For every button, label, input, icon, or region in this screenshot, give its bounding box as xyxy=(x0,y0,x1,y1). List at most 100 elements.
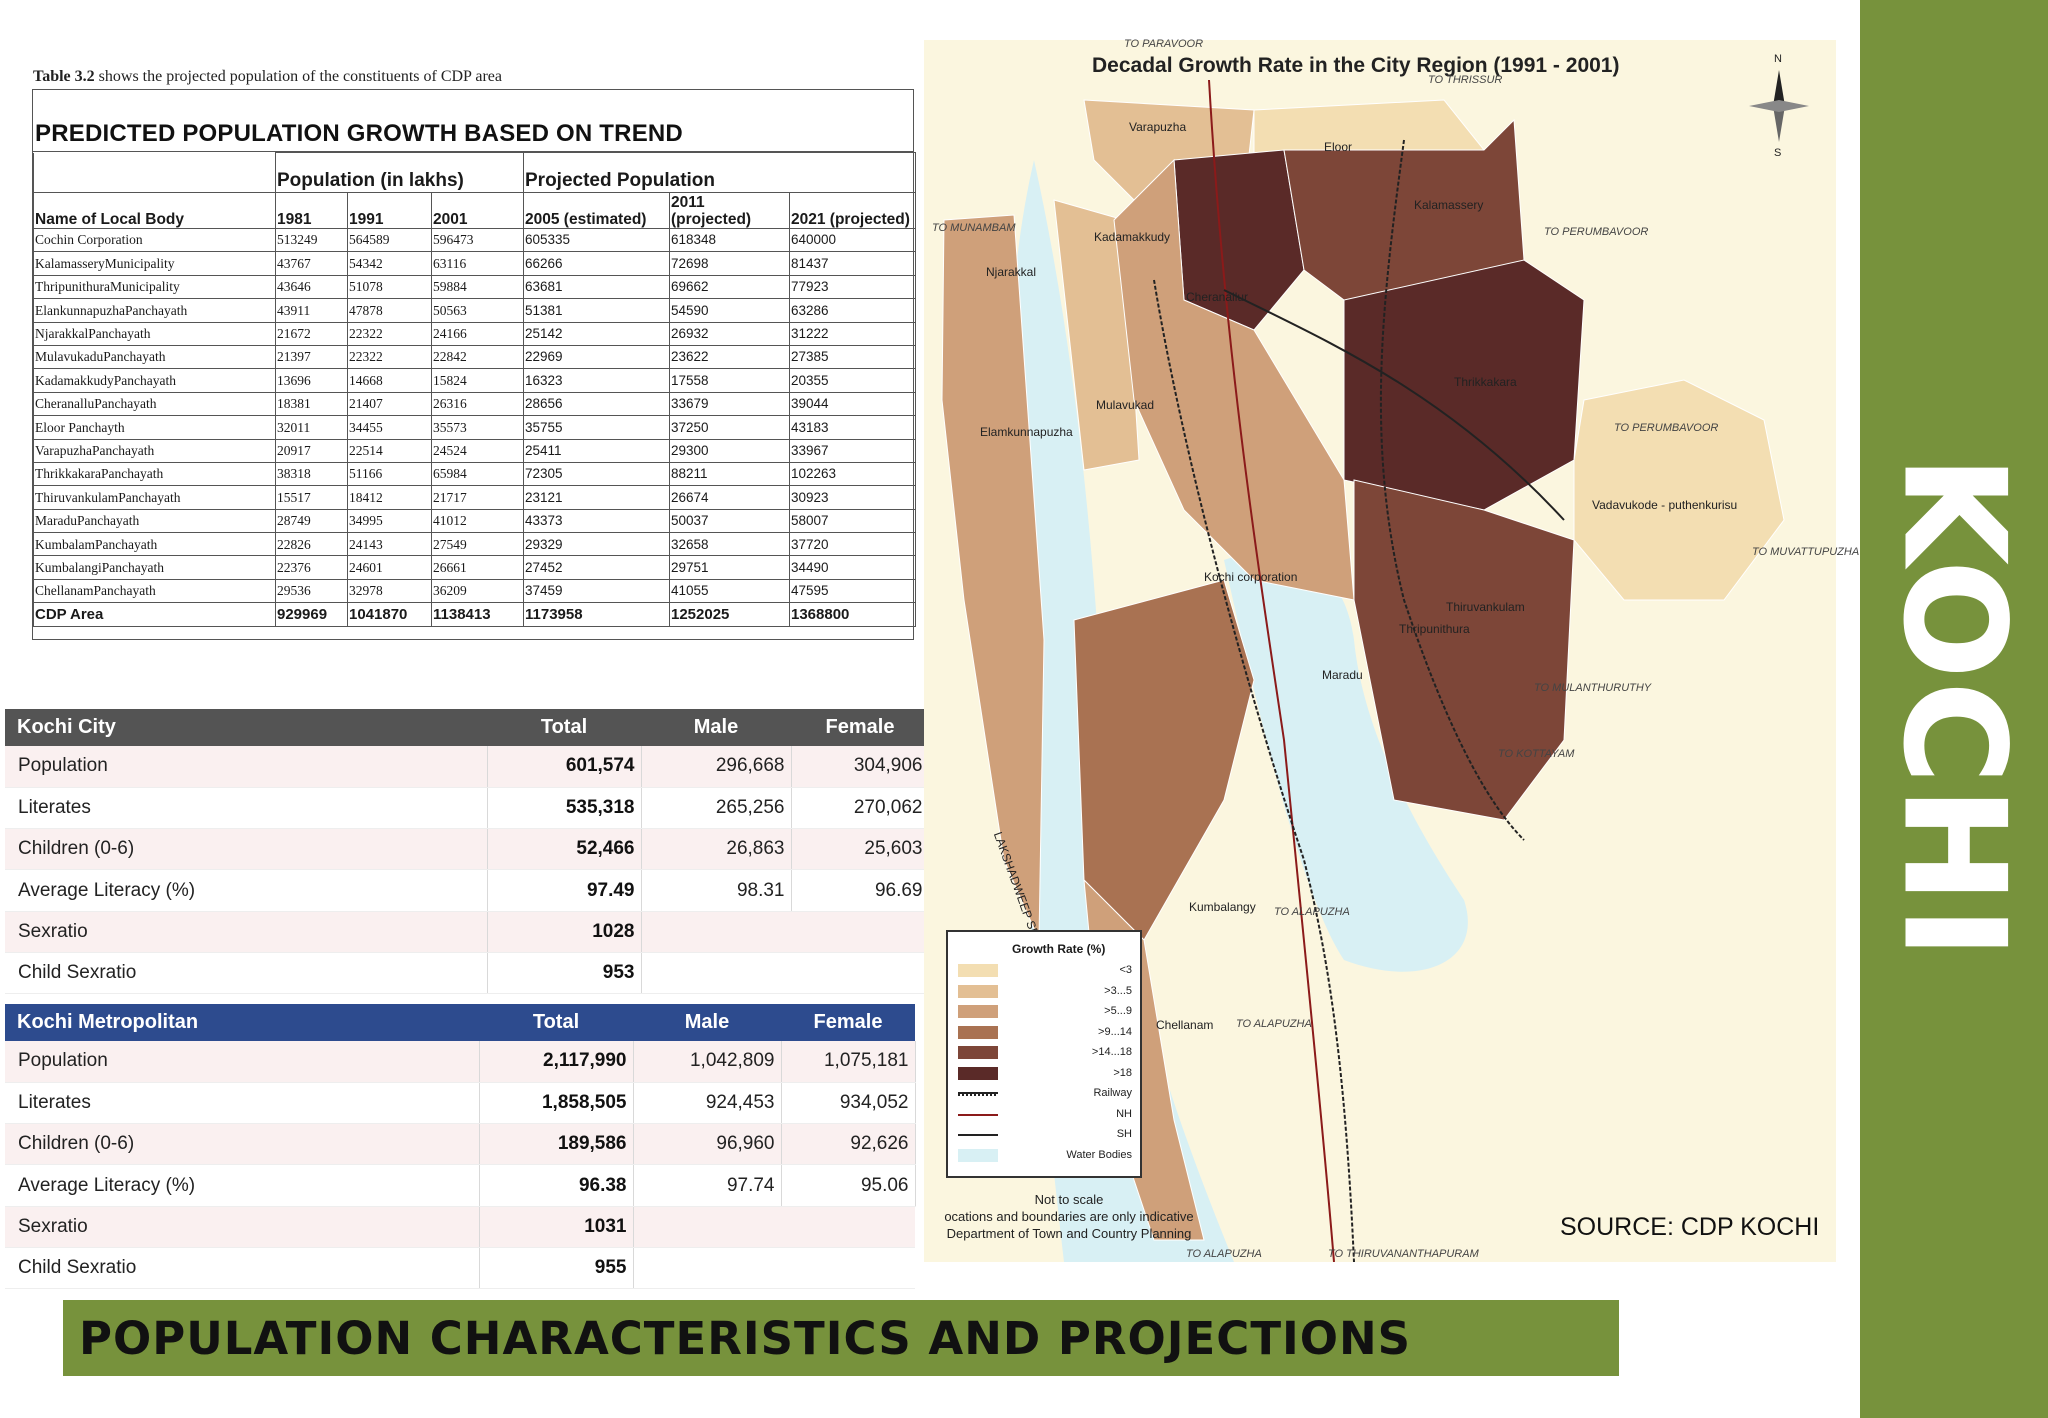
census-cell-total: 1,858,505 xyxy=(479,1082,634,1125)
road-label: TO ALAPUZHA xyxy=(1186,1248,1262,1260)
table-row: KalamasseryMunicipality 43767 54342 63116 66… xyxy=(33,251,916,276)
census-cell-male: 296,668 xyxy=(641,746,792,788)
legend-swatch xyxy=(958,1134,998,1136)
table32-group-population: Population (in lakhs) xyxy=(275,152,524,193)
table-row: Literates 535,318 265,256 270,062 xyxy=(5,787,930,830)
table32-total-2005: 1173958 xyxy=(523,602,670,627)
table32-cell-2021: 43183 xyxy=(789,415,916,440)
census-cell-total: 601,574 xyxy=(487,746,642,788)
table32-cell-2011: 33679 xyxy=(669,391,790,417)
table32-cell-2011: 72698 xyxy=(669,251,790,276)
table32-cell-2001: 26661 xyxy=(431,555,524,580)
table-row: Child Sexratio 955 xyxy=(5,1247,915,1290)
census-cell-female: 304,906 xyxy=(791,746,930,788)
census-cell-total: 189,586 xyxy=(479,1123,634,1166)
table32-cell-2005: 51381 xyxy=(523,298,670,323)
legend-swatch xyxy=(958,1005,998,1018)
table32-cell-2011: 37250 xyxy=(669,415,790,440)
table32-col-2021: 2021 (projected) xyxy=(789,192,916,229)
place-label: Varapuzha xyxy=(1129,120,1187,134)
table32-cell-1991: 24601 xyxy=(347,555,432,580)
table32-cell-name: KumbalangiPanchayath xyxy=(33,555,276,580)
table32-col-2011: 2011 (projected) xyxy=(669,192,790,229)
table32-cell-2001: 26316 xyxy=(431,391,524,417)
table32-cell-2001: 35573 xyxy=(431,415,524,440)
census-cell-total: 96.38 xyxy=(479,1164,634,1207)
table32-cell-2011: 32658 xyxy=(669,532,790,557)
place-label: Thrikkakara xyxy=(1454,375,1517,389)
table32-cell-1991: 32978 xyxy=(347,578,432,604)
table-row: Population 2,117,990 1,042,809 1,075,181 xyxy=(5,1041,916,1083)
census-cell-label: Average Literacy (%) xyxy=(5,1164,480,1207)
road-label: TO THIRUVANANTHAPURAM xyxy=(1328,1248,1479,1260)
legend-label: Railway xyxy=(1093,1087,1132,1099)
table32-col-2005: 2005 (estimated) xyxy=(523,192,670,229)
table-row: ThripunithuraMunicipality 43646 51078 59884… xyxy=(33,274,916,300)
table-row: Child Sexratio 953 xyxy=(5,952,929,995)
table32-cell-2021: 77923 xyxy=(789,274,916,300)
kochi-city-header: Kochi City Total Male Female xyxy=(5,709,929,746)
table32-cell-1981: 15517 xyxy=(275,485,348,510)
table32-total-2021: 1368800 xyxy=(789,602,916,627)
table32-total-2001: 1138413 xyxy=(431,602,524,627)
bottom-banner: POPULATION CHARACTERISTICS AND PROJECTIO… xyxy=(63,1300,1619,1376)
sidebar: KOCHI xyxy=(1860,0,2048,1418)
table32-cell-2005: 37459 xyxy=(523,578,670,604)
map-note-scale: Not to scale xyxy=(1034,1192,1104,1207)
legend-swatch xyxy=(958,1046,998,1059)
table-row: MaraduPanchayath 28749 34995 41012 43373 5003… xyxy=(33,508,916,534)
table32-cell-1981: 32011 xyxy=(275,415,348,440)
table-row: MulavukaduPanchayath 21397 22322 22842 22969… xyxy=(33,344,916,370)
table32-body: Cochin Corporation 513249 564589 596473 6053… xyxy=(33,227,916,604)
table32-cell-2021: 58007 xyxy=(789,508,916,534)
table32-cell-2001: 63116 xyxy=(431,251,524,276)
table32-cell-1981: 43646 xyxy=(275,274,348,300)
table32-cell-2021: 102263 xyxy=(789,461,916,487)
table32-cell-1991: 24143 xyxy=(347,532,432,557)
table32-cell-2001: 41012 xyxy=(431,508,524,534)
table32-cell-1991: 47878 xyxy=(347,298,432,323)
table32-cell-2001: 21717 xyxy=(431,485,524,510)
legend-item: Railway xyxy=(958,1085,1134,1103)
table32-cell-name: ChellanamPanchayath xyxy=(33,578,276,604)
census-cell-total: 1031 xyxy=(479,1206,634,1248)
kochi-metro-header: Kochi Metropolitan Total Male Female xyxy=(5,1004,915,1041)
table-row: ThrikkakaraPanchayath 38318 51166 65984 7230… xyxy=(33,461,916,487)
north-arrow-icon: N S xyxy=(1744,48,1814,158)
kochi-metro-header-female: Female xyxy=(781,1004,915,1041)
table32-cell-1981: 13696 xyxy=(275,368,348,393)
table32-col-name: Name of Local Body xyxy=(33,192,276,229)
table32-cell-2001: 24166 xyxy=(431,321,524,346)
table32-cell-name: KalamasseryMunicipality xyxy=(33,251,276,276)
table32-cell-1991: 51078 xyxy=(347,274,432,300)
table32-cell-2005: 16323 xyxy=(523,368,670,393)
census-cell-female: 1,075,181 xyxy=(781,1041,916,1083)
place-label: Vadavukode - puthenkurisu xyxy=(1592,498,1738,512)
road-label: TO MUVATTUPUZHA xyxy=(1752,546,1860,558)
kochi-metro-body: Population 2,117,990 1,042,809 1,075,181 Lit… xyxy=(5,1041,916,1290)
table-row: Sexratio 1028 xyxy=(5,911,929,953)
legend-label: >3...5 xyxy=(1104,984,1132,997)
table32-cell-2001: 22842 xyxy=(431,344,524,370)
table-row: Average Literacy (%) 96.38 97.74 95.06 xyxy=(5,1164,916,1207)
place-label: Maradu xyxy=(1322,668,1363,682)
table32-group-header: Population (in lakhs) Projected Populati… xyxy=(33,152,916,193)
census-cell-label: Child Sexratio xyxy=(5,952,488,995)
map-note-indicative: ocations and boundaries are only indicat… xyxy=(944,1208,1194,1224)
census-cell-female xyxy=(791,952,929,995)
table32-caption-text: shows the projected population of the co… xyxy=(94,68,502,85)
legend-title: Growth Rate (%) xyxy=(1012,942,1106,956)
table32-cell-name: Eloor Panchayth xyxy=(33,415,276,440)
legend-swatch xyxy=(958,1066,998,1080)
table-row: KumbalangiPanchayath 22376 24601 26661 27452… xyxy=(33,555,916,580)
legend-label: >9...14 xyxy=(1098,1025,1132,1038)
table32-grid: Population (in lakhs) Projected Populati… xyxy=(33,152,916,627)
table32-cell-name: VarapuzhaPanchayath xyxy=(33,438,276,463)
table32-cell-2001: 15824 xyxy=(431,368,524,393)
table32-group-projected: Projected Population xyxy=(523,152,916,193)
census-cell-total: 535,318 xyxy=(487,787,642,830)
kochi-city-header-name: Kochi City xyxy=(5,709,487,746)
table32-cell-2005: 66266 xyxy=(523,251,670,276)
road-label: TO PARAVOOR xyxy=(1124,38,1204,50)
table32-cell-2021: 34490 xyxy=(789,555,916,580)
